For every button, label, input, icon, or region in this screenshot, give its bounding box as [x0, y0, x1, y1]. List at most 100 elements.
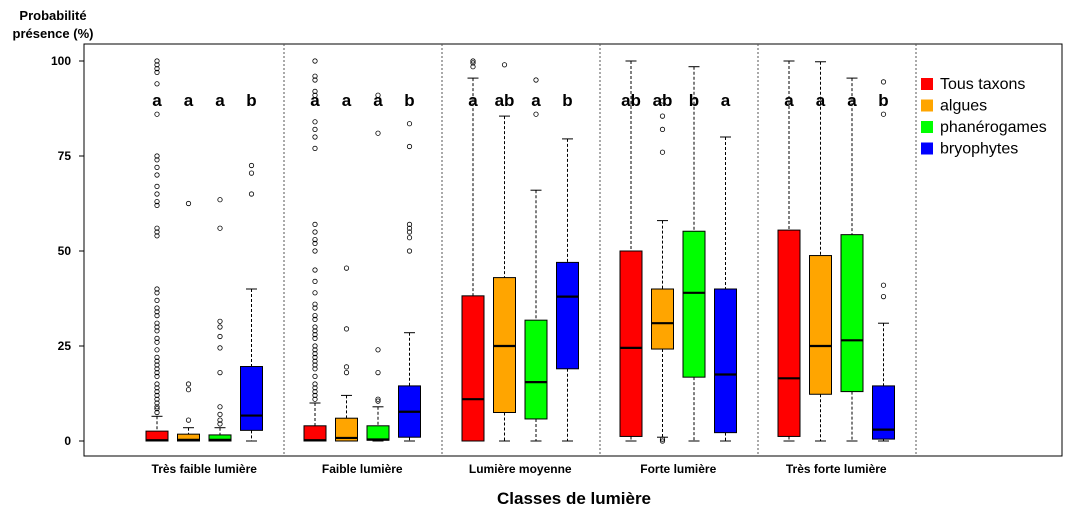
outlier-point	[154, 366, 160, 372]
boxplot	[208, 197, 232, 442]
x-axis-label: Classes de lumière	[497, 489, 651, 508]
boxplot	[524, 77, 548, 442]
significance-letter: a	[847, 91, 857, 110]
outlier-point	[217, 197, 223, 203]
outlier-point	[154, 373, 160, 379]
outlier-point	[312, 392, 318, 398]
outlier-point	[533, 111, 539, 117]
outlier-point	[312, 73, 318, 79]
box	[872, 385, 895, 440]
outlier-point	[312, 134, 318, 140]
box	[177, 433, 200, 442]
outlier-point	[312, 92, 318, 98]
y-tick-label: 25	[58, 339, 72, 353]
box	[366, 425, 390, 441]
boxplot	[619, 60, 643, 442]
outlier-point	[470, 64, 476, 70]
significance-letter: b	[246, 91, 256, 110]
outlier-point	[343, 364, 350, 370]
significance-letter: ab	[653, 91, 673, 110]
outlier-point	[312, 301, 318, 307]
significance-letters: a a a b a a a b a ab a b ab ab b a a a a b	[152, 91, 888, 110]
outlier-point	[470, 60, 476, 66]
outlier-point	[659, 436, 666, 442]
y-tick-label: 75	[58, 149, 72, 163]
legend-swatch	[921, 99, 933, 112]
outlier-point	[312, 237, 318, 243]
outlier-point	[154, 305, 160, 311]
outlier-point	[154, 58, 160, 64]
box	[651, 288, 674, 350]
y-tick-label: 100	[51, 54, 71, 68]
outlier-point	[312, 126, 318, 132]
box	[777, 229, 801, 437]
outlier-point	[154, 396, 160, 402]
outlier-point	[312, 316, 318, 322]
outlier-point	[154, 164, 160, 170]
outlier-point	[406, 221, 413, 227]
outlier-point	[154, 225, 160, 231]
outlier-point	[154, 157, 160, 163]
boxplot	[872, 79, 895, 442]
outlier-point	[185, 381, 192, 387]
outlier-point	[406, 229, 413, 235]
legend-item: phanérogames	[921, 119, 1047, 136]
outlier-point	[185, 387, 192, 393]
boxplot	[809, 61, 832, 442]
outlier-point	[154, 400, 160, 406]
x-category-label: Lumière moyenne	[469, 462, 572, 476]
box	[335, 417, 358, 442]
outlier-point	[343, 326, 350, 332]
outlier-point	[154, 153, 160, 159]
outlier-point	[154, 392, 160, 398]
outlier-point	[470, 58, 476, 64]
outlier-point	[312, 354, 318, 360]
outlier-point	[375, 92, 381, 98]
outlier-point	[154, 191, 160, 197]
outlier-point	[154, 358, 160, 364]
outlier-point	[880, 111, 887, 117]
outlier-point	[154, 369, 160, 376]
outlier-point	[217, 225, 223, 231]
outlier-point	[312, 58, 318, 64]
outlier-point	[375, 398, 381, 404]
x-category-labels: Très faible lumière Faible lumière Lumière…	[152, 462, 887, 476]
outlier-point	[312, 366, 318, 372]
outlier-point	[154, 297, 160, 303]
outlier-point	[154, 202, 160, 208]
significance-letter: a	[468, 91, 478, 110]
box	[809, 255, 832, 395]
y-tick-label: 0	[64, 434, 71, 448]
significance-letter: a	[184, 91, 194, 110]
outlier-point	[217, 324, 223, 330]
outlier-point	[312, 267, 318, 273]
boxplot	[461, 58, 485, 442]
outlier-point	[154, 409, 160, 416]
outlier-point	[312, 358, 318, 364]
x-category-label: Très forte lumière	[786, 462, 887, 476]
outlier-point	[217, 369, 223, 376]
boxplot	[840, 77, 864, 442]
group-1	[145, 58, 263, 442]
outlier-point	[312, 240, 318, 246]
significance-letter: b	[404, 91, 414, 110]
outlier-point	[154, 404, 160, 410]
outlier-point	[659, 126, 666, 132]
outlier-point	[312, 278, 318, 284]
legend-swatch	[921, 78, 933, 90]
outlier-point	[880, 282, 887, 288]
legend-swatch	[921, 142, 933, 155]
outlier-point	[217, 318, 223, 324]
outlier-point	[154, 385, 160, 391]
x-category-label: Faible lumière	[322, 462, 403, 476]
outlier-point	[154, 309, 160, 315]
outlier-point	[880, 293, 887, 300]
outlier-point	[248, 170, 255, 176]
outlier-point	[880, 79, 887, 85]
outlier-point	[501, 62, 508, 68]
y-tick-label: 50	[58, 244, 72, 258]
outlier-point	[185, 200, 192, 207]
outlier-point	[659, 98, 666, 104]
box	[682, 230, 706, 378]
outlier-point	[154, 388, 160, 395]
